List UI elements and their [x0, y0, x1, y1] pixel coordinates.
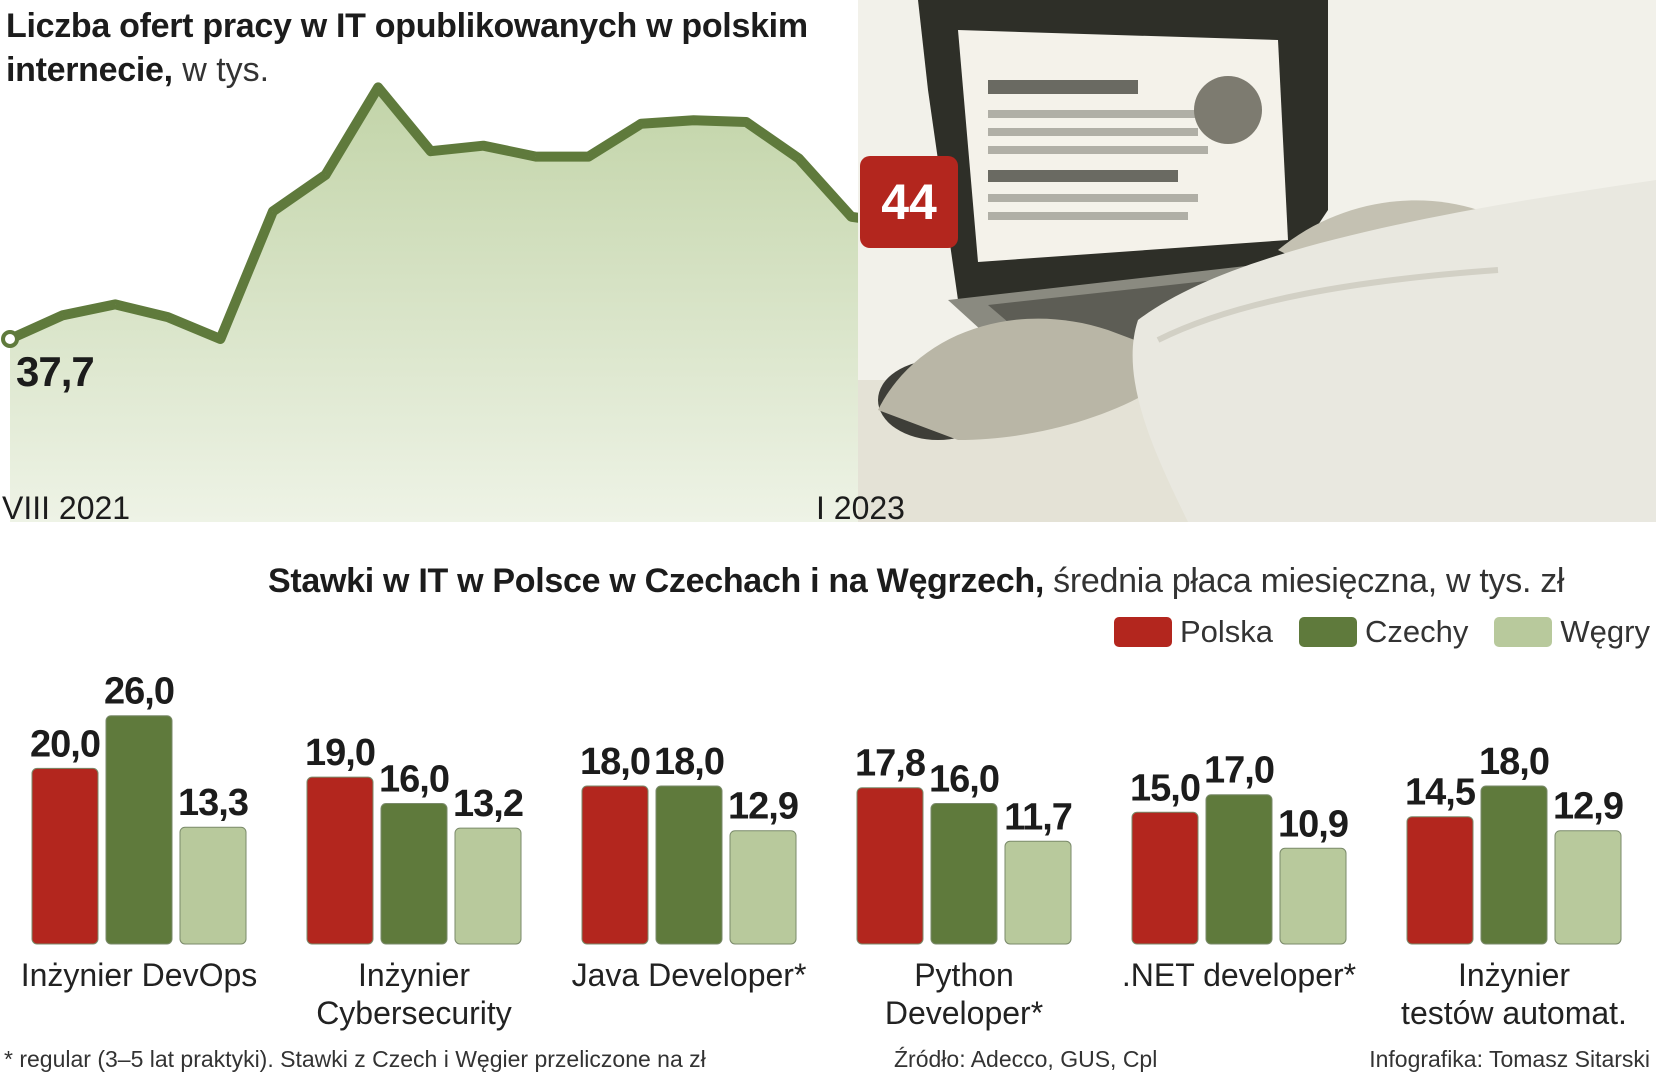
bar: [179, 826, 247, 945]
legend-swatch-polska: [1114, 617, 1172, 647]
category-label: Inżynier DevOps: [21, 957, 258, 993]
bar: [729, 830, 797, 945]
bar: [105, 715, 173, 945]
bar-value-label: 18,0: [654, 741, 724, 783]
area-point: [1, 330, 19, 348]
category-label: testów automat.: [1401, 995, 1627, 1031]
legend-swatch-czechy: [1299, 617, 1358, 647]
bar: [581, 785, 649, 945]
bar-chart-title-unit: średnia płaca miesięczna, w tys. zł: [1044, 562, 1565, 600]
credit-note: Infografika: Tomasz Sitarski: [1369, 1046, 1650, 1072]
bar-value-label: 26,0: [104, 671, 174, 713]
bar-value-label: 12,9: [728, 786, 798, 828]
bar: [1131, 811, 1199, 945]
category-label: .NET developer*: [1122, 957, 1356, 993]
area-fill: [10, 87, 904, 523]
bar: [1004, 840, 1072, 945]
bar: [1554, 830, 1622, 945]
bar-value-label: 11,7: [1004, 796, 1072, 838]
bar-value-label: 17,8: [855, 743, 925, 785]
bar-value-label: 13,2: [453, 783, 523, 825]
bar-chart-title: Stawki w IT w Polsce w Czechach i na Węg…: [268, 562, 1564, 601]
bar-value-label: 16,0: [379, 759, 449, 801]
bar-value-label: 12,9: [1553, 786, 1623, 828]
legend-label-polska: Polska: [1180, 614, 1274, 649]
area-line: [5, 82, 909, 344]
legend-item-wegry: Węgry: [1494, 614, 1650, 650]
bar: [306, 776, 374, 945]
area-chart-title-bold: Liczba ofert pracy w IT opublikowanych w…: [6, 7, 808, 89]
bar-value-label: 10,9: [1278, 803, 1348, 845]
bar-value-label: 20,0: [30, 723, 100, 765]
category-label: Inżynier: [1458, 957, 1570, 993]
bar-value-label: 18,0: [1479, 741, 1549, 783]
legend-label-wegry: Węgry: [1560, 614, 1650, 649]
category-label: Cybersecurity: [316, 995, 512, 1031]
bar-value-label: 15,0: [1130, 767, 1200, 809]
category-label: Java Developer*: [572, 957, 807, 993]
bar: [380, 803, 448, 945]
bar: [1205, 794, 1273, 945]
bar: [1480, 785, 1548, 945]
legend-label-czechy: Czechy: [1365, 614, 1469, 649]
start-value-label: 37,7: [16, 348, 95, 395]
category-label: Python: [914, 957, 1014, 993]
bar: [31, 767, 99, 945]
area-chart-title: Liczba ofert pracy w IT opublikowanych w…: [6, 4, 886, 92]
bar: [655, 785, 723, 945]
bar: [930, 803, 998, 945]
legend-item-polska: Polska: [1114, 614, 1273, 650]
bar-chart-title-bold: Stawki w IT w Polsce w Czechach i na Węg…: [268, 562, 1044, 600]
bar: [856, 787, 924, 945]
source-note: Źródło: Adecco, GUS, Cpl: [894, 1046, 1158, 1072]
laptop-photo: [858, 0, 1656, 522]
start-date-label: VIII 2021: [2, 490, 131, 526]
end-date-label: I 2023: [816, 490, 905, 526]
bar-value-label: 17,0: [1204, 750, 1274, 792]
bar-value-label: 16,0: [929, 759, 999, 801]
category-label: Developer*: [885, 995, 1043, 1031]
area-chart-title-unit: w tys.: [172, 51, 270, 89]
bar: [1279, 847, 1347, 945]
bar-value-label: 18,0: [580, 741, 650, 783]
bar-value-label: 19,0: [305, 732, 375, 774]
category-label: Inżynier: [358, 957, 470, 993]
bar-value-label: 14,5: [1405, 772, 1476, 814]
legend-swatch-wegry: [1494, 617, 1553, 647]
bar: [1406, 816, 1474, 945]
bar-value-label: 13,3: [178, 782, 248, 824]
legend-item-czechy: Czechy: [1299, 614, 1468, 650]
legend: Polska Czechy Węgry: [1114, 614, 1650, 650]
end-value-badge: 44: [860, 156, 958, 248]
footnote: * regular (3–5 lat praktyki). Stawki z C…: [4, 1046, 706, 1072]
bar: [454, 827, 522, 945]
